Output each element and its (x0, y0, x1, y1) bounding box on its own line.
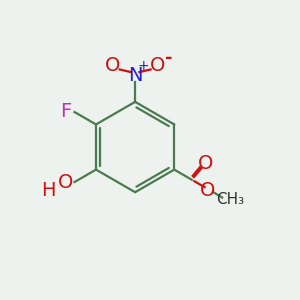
Text: O: O (58, 173, 73, 192)
Text: O: O (197, 154, 213, 173)
Text: O: O (105, 56, 120, 75)
Text: O: O (150, 56, 166, 75)
Text: H: H (42, 182, 56, 200)
Text: +: + (138, 59, 149, 73)
Text: CH₃: CH₃ (216, 192, 244, 207)
Text: -: - (165, 49, 173, 67)
Text: N: N (128, 66, 142, 85)
Text: F: F (60, 102, 71, 121)
Text: O: O (200, 181, 215, 200)
